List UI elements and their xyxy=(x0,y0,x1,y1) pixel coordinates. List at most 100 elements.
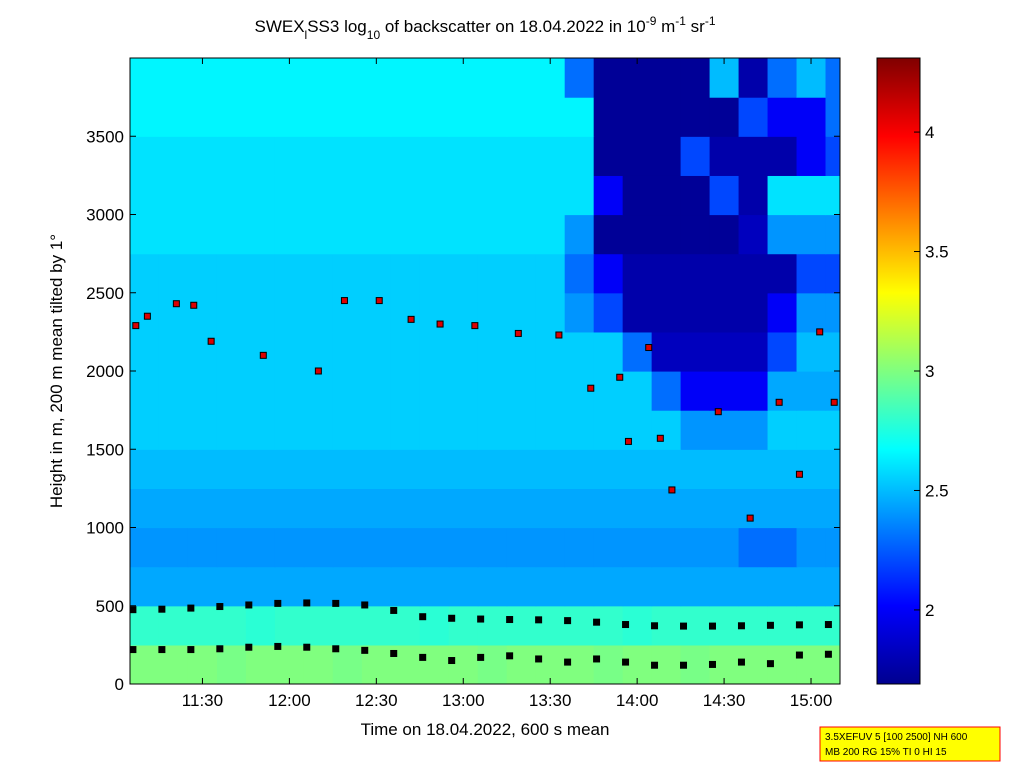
heat-cell xyxy=(796,644,827,684)
heat-cell xyxy=(796,97,827,137)
heat-cell xyxy=(651,97,682,137)
heat-cell xyxy=(216,214,247,255)
x-tick-label: 13:00 xyxy=(442,691,485,710)
heat-cell xyxy=(187,97,218,137)
cloud-marker xyxy=(390,649,398,657)
heat-cell xyxy=(187,410,218,450)
cloud-marker xyxy=(132,322,140,330)
cloud-marker xyxy=(314,367,322,375)
cloud-marker xyxy=(390,606,398,614)
heat-cell xyxy=(622,292,653,333)
heat-cell xyxy=(477,605,508,646)
heat-cell xyxy=(303,136,334,176)
heat-cell xyxy=(767,488,798,529)
heat-cell xyxy=(506,136,537,176)
heat-cell xyxy=(419,605,450,646)
heat-cell xyxy=(535,605,566,646)
heat-cell xyxy=(274,214,305,255)
heat-cell xyxy=(535,449,566,489)
heat-cell xyxy=(796,58,827,98)
heat-cell xyxy=(593,97,624,137)
heat-cell xyxy=(593,410,624,450)
heat-cell xyxy=(158,527,189,568)
heat-cell xyxy=(216,527,247,568)
heat-cell xyxy=(448,449,479,489)
cloud-marker xyxy=(303,599,311,607)
heat-cell xyxy=(564,292,595,333)
y-tick-label: 1500 xyxy=(86,440,124,459)
heat-cell xyxy=(448,371,479,411)
heat-cell xyxy=(767,566,798,607)
heat-cell xyxy=(130,58,160,98)
heat-cell xyxy=(651,292,682,333)
cloud-marker xyxy=(216,645,224,653)
heat-cell xyxy=(622,175,653,216)
heat-cell xyxy=(593,566,624,607)
heat-cell xyxy=(593,58,624,98)
heat-cell xyxy=(535,58,566,98)
heat-cell xyxy=(245,331,276,372)
heat-cell xyxy=(564,58,595,98)
heat-cell xyxy=(419,292,450,333)
heat-cell xyxy=(216,371,247,411)
heat-cell xyxy=(796,449,827,489)
heat-cell xyxy=(158,136,189,176)
heat-cell xyxy=(187,371,218,411)
heat-cell xyxy=(390,292,421,333)
heat-cell xyxy=(303,292,334,333)
heat-cell xyxy=(361,175,392,216)
heat-cell xyxy=(187,292,218,333)
heat-cell xyxy=(506,97,537,137)
heat-cell xyxy=(274,253,305,294)
heat-cell xyxy=(158,97,189,137)
heat-cell xyxy=(158,449,189,489)
heat-cell xyxy=(303,644,334,684)
heat-cell xyxy=(448,566,479,607)
heat-cell xyxy=(738,331,769,372)
heat-cell xyxy=(332,566,363,607)
heat-cell xyxy=(593,292,624,333)
heat-cell xyxy=(506,175,537,216)
heat-cell xyxy=(448,58,479,98)
heat-cell xyxy=(158,58,189,98)
heat-cell xyxy=(680,331,711,372)
annotation-box xyxy=(819,726,1001,762)
chart-title: SWEXlSS3 log10 of backscatter on 18.04.2… xyxy=(254,14,715,42)
heat-cell xyxy=(651,214,682,255)
heat-cell xyxy=(390,566,421,607)
cloud-marker xyxy=(775,398,783,406)
heat-cell xyxy=(303,449,334,489)
heat-cell xyxy=(361,58,392,98)
heat-cell xyxy=(680,292,711,333)
heat-cell xyxy=(419,371,450,411)
heat-cell xyxy=(767,136,798,176)
heat-cell xyxy=(361,605,392,646)
cloud-marker xyxy=(737,622,745,630)
heat-cell xyxy=(332,371,363,411)
cloud-marker xyxy=(708,660,716,668)
heat-cell xyxy=(130,175,160,216)
heat-cell xyxy=(419,136,450,176)
heat-cell xyxy=(245,605,276,646)
heat-cell xyxy=(419,58,450,98)
heat-cell xyxy=(130,488,160,529)
heat-cell xyxy=(680,253,711,294)
heat-cell xyxy=(187,136,218,176)
heat-cell xyxy=(216,566,247,607)
heat-cell xyxy=(245,527,276,568)
heat-cell xyxy=(796,527,827,568)
heat-cell xyxy=(709,214,740,255)
heat-cell xyxy=(361,214,392,255)
heat-cell xyxy=(709,449,740,489)
heat-cell xyxy=(448,527,479,568)
cloud-marker xyxy=(830,398,838,406)
heat-cell xyxy=(390,58,421,98)
heat-cell xyxy=(274,527,305,568)
cloud-marker xyxy=(259,351,267,359)
heat-cell xyxy=(419,449,450,489)
heat-cell xyxy=(361,449,392,489)
heat-cell xyxy=(187,58,218,98)
heat-cell xyxy=(767,253,798,294)
cloud-marker xyxy=(477,653,485,661)
heat-cell xyxy=(825,58,840,98)
